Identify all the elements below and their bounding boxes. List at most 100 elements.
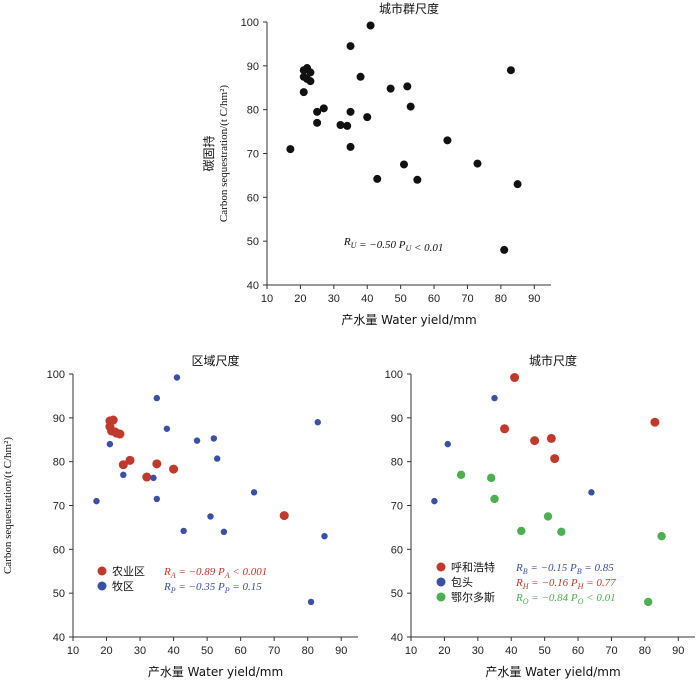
panel-urban-agglomeration-group: 10 20 30 40 50 60 70 80 90 40 50 60 70 80 90 100 城市群尺度产水… bbox=[201, 1, 551, 327]
data-point bbox=[588, 489, 595, 496]
x-tick-label: 70 bbox=[461, 293, 473, 305]
data-point bbox=[456, 470, 466, 480]
y-tick-label: 100 bbox=[241, 17, 259, 29]
legend-label: 鄂尔多斯 bbox=[451, 590, 495, 604]
y-axis-label: Carbon sequestration/(t C/hm²) bbox=[218, 85, 230, 222]
data-point bbox=[314, 419, 321, 426]
x-tick-label: 80 bbox=[495, 293, 507, 305]
y-tick-label: 100 bbox=[47, 369, 65, 381]
data-point bbox=[363, 113, 372, 122]
y-tick-label: 40 bbox=[247, 280, 259, 292]
data-point bbox=[506, 66, 515, 75]
data-point bbox=[307, 598, 315, 606]
data-point bbox=[510, 373, 520, 383]
data-point bbox=[543, 512, 553, 521]
data-point bbox=[180, 527, 187, 535]
x-tick-label: 50 bbox=[539, 645, 551, 657]
x-tick-label: 30 bbox=[472, 645, 484, 657]
y-tick-label: 100 bbox=[385, 369, 403, 381]
data-point bbox=[644, 597, 653, 607]
data-point bbox=[118, 460, 128, 470]
x-tick-label: 20 bbox=[100, 645, 112, 657]
chart-title: 城市群尺度 bbox=[379, 1, 439, 16]
x-tick-label: 70 bbox=[268, 645, 280, 657]
legend-label: 呼和浩特 bbox=[451, 560, 495, 574]
stat-annotation: RO = −0.84 PO < 0.01 bbox=[515, 592, 616, 606]
data-point bbox=[336, 121, 345, 130]
data-point bbox=[173, 374, 181, 381]
x-tick-label: 20 bbox=[294, 293, 306, 305]
x-tick-label: 60 bbox=[235, 645, 247, 657]
data-point bbox=[517, 526, 526, 536]
data-point bbox=[213, 455, 221, 462]
x-tick-label: 20 bbox=[438, 645, 450, 657]
data-point bbox=[431, 497, 438, 505]
data-point bbox=[557, 527, 566, 536]
x-tick-label: 70 bbox=[605, 645, 617, 657]
y-tick-label: 50 bbox=[247, 236, 259, 248]
chart-title: 区域尺度 bbox=[191, 353, 239, 368]
data-point bbox=[106, 440, 114, 448]
chart-title: 城市尺度 bbox=[529, 353, 577, 368]
x-axis-label: 产水量 Water yield/mm bbox=[485, 665, 620, 679]
y-tick-label: 80 bbox=[247, 105, 259, 117]
stat-annotation: RB = −0.15 PB = 0.85 bbox=[515, 562, 614, 576]
data-point bbox=[306, 68, 315, 77]
x-tick-label: 40 bbox=[505, 645, 517, 657]
legend-label: 包头 bbox=[451, 576, 473, 589]
y-tick-label: 90 bbox=[391, 413, 403, 425]
x-tick-label: 90 bbox=[528, 293, 540, 305]
legend-label: 农业区 bbox=[112, 564, 145, 578]
y-tick-label: 40 bbox=[53, 632, 65, 644]
data-point bbox=[279, 511, 289, 521]
data-point bbox=[443, 136, 452, 145]
y-axis-label: Carbon sequestration/(t C/hm²) bbox=[2, 437, 14, 574]
y-tick-label: 60 bbox=[391, 544, 403, 556]
legend-marker bbox=[436, 577, 446, 587]
data-point bbox=[486, 473, 496, 483]
x-tick-label: 90 bbox=[335, 645, 347, 657]
data-point bbox=[500, 424, 510, 434]
y-tick-label: 90 bbox=[53, 413, 65, 425]
data-point bbox=[657, 531, 666, 541]
y-tick-label: 90 bbox=[247, 61, 259, 73]
data-point bbox=[490, 494, 499, 504]
x-axis-label: 产水量 Water yield/mm bbox=[148, 665, 283, 679]
legend-marker bbox=[97, 581, 107, 591]
data-point bbox=[346, 42, 355, 51]
x-tick-label: 50 bbox=[395, 293, 407, 305]
data-point bbox=[152, 459, 162, 469]
data-point bbox=[413, 175, 422, 184]
data-point bbox=[150, 474, 157, 482]
panel-regional-group: 10 20 30 40 50 60 70 80 90 40 50 60 70 80 90 100 区域尺度产水量… bbox=[2, 353, 358, 679]
y-tick-label: 50 bbox=[391, 588, 403, 600]
data-point bbox=[399, 160, 408, 169]
data-point bbox=[386, 84, 395, 93]
data-point bbox=[491, 394, 498, 402]
y-tick-label: 80 bbox=[53, 457, 65, 469]
y-tick-label: 70 bbox=[53, 501, 65, 513]
data-point bbox=[299, 66, 308, 75]
data-point bbox=[286, 145, 295, 154]
y-tick-label: 50 bbox=[53, 588, 65, 600]
data-point bbox=[650, 417, 660, 427]
data-point bbox=[207, 513, 214, 520]
data-point bbox=[444, 440, 451, 448]
data-point bbox=[319, 104, 328, 113]
x-tick-label: 10 bbox=[67, 645, 79, 657]
x-tick-label: 50 bbox=[201, 645, 213, 657]
data-point bbox=[546, 433, 556, 443]
y-axis-label-cn: 碳固持 bbox=[201, 135, 216, 171]
x-tick-label: 40 bbox=[361, 293, 373, 305]
panel-city-group: 10 20 30 40 50 60 70 80 90 40 50 60 70 80 90 100 城市尺度产水量… bbox=[385, 353, 695, 679]
x-tick-label: 60 bbox=[428, 293, 440, 305]
y-tick-label: 80 bbox=[391, 457, 403, 469]
data-point bbox=[193, 437, 201, 444]
data-point bbox=[321, 532, 328, 540]
legend-marker bbox=[436, 562, 446, 572]
data-point bbox=[406, 102, 415, 111]
x-tick-label: 30 bbox=[328, 293, 340, 305]
data-point bbox=[343, 121, 352, 130]
data-point bbox=[250, 489, 258, 496]
data-point bbox=[210, 435, 218, 442]
